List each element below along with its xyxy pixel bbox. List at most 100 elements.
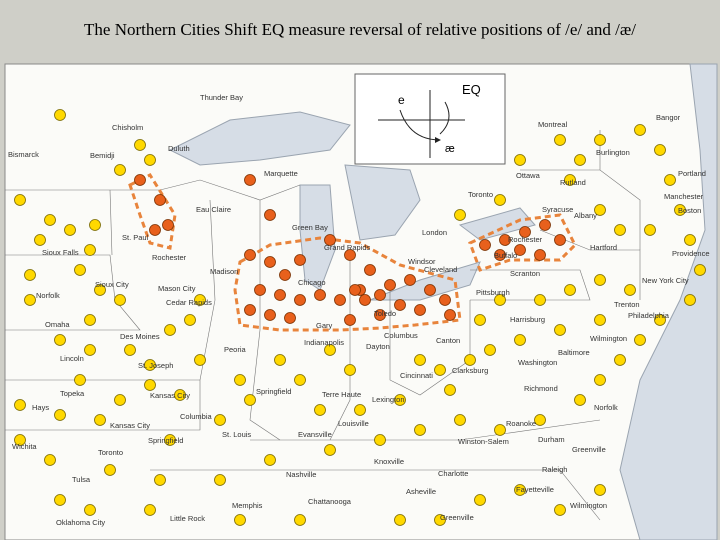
place-label: Eau Claire [196, 205, 231, 214]
survey-point [124, 344, 136, 356]
survey-point [234, 514, 246, 526]
place-label: Duluth [168, 144, 190, 153]
survey-point [114, 394, 126, 406]
place-label: St. Louis [222, 430, 251, 439]
survey-point [574, 394, 586, 406]
place-label: Charlotte [438, 469, 468, 478]
place-label: Cleveland [424, 265, 457, 274]
survey-point [174, 389, 186, 401]
place-label: Nashville [286, 470, 316, 479]
survey-point [454, 414, 466, 426]
place-label: Sioux City [95, 280, 129, 289]
survey-point [634, 334, 646, 346]
place-label: Fayetteville [516, 485, 554, 494]
place-label: Hartford [590, 243, 617, 252]
ncs-point [364, 264, 376, 276]
place-label: Grand Rapids [324, 243, 371, 252]
place-label: Greenville [572, 445, 606, 454]
place-label: Toledo [374, 309, 396, 318]
place-label: Bemidji [90, 151, 115, 160]
survey-point [244, 394, 256, 406]
place-label: New York City [642, 276, 689, 285]
place-label: Boston [678, 206, 701, 215]
place-label: Little Rock [170, 514, 205, 523]
survey-point [674, 204, 686, 216]
survey-point [594, 314, 606, 326]
place-label: Wilmington [590, 334, 627, 343]
ncs-point [499, 234, 511, 246]
place-label: London [422, 228, 447, 237]
survey-point [194, 294, 206, 306]
survey-point [594, 134, 606, 146]
ncs-point [314, 289, 326, 301]
ncs-point [439, 294, 451, 306]
survey-point [94, 414, 106, 426]
survey-point [554, 134, 566, 146]
survey-point [134, 139, 146, 151]
survey-point [684, 294, 696, 306]
survey-point [554, 504, 566, 516]
survey-point [314, 404, 326, 416]
place-label: Philadelphia [628, 311, 670, 320]
survey-point [54, 334, 66, 346]
place-label: Chattanooga [308, 497, 352, 506]
survey-point [324, 344, 336, 356]
place-label: Madison [210, 267, 238, 276]
place-label: Bismarck [8, 150, 39, 159]
place-label: Canton [436, 336, 460, 345]
place-label: Buffalo [494, 251, 517, 260]
ncs-point [394, 299, 406, 311]
place-label: Mason City [158, 284, 196, 293]
legend: e EQ æ [354, 73, 506, 165]
survey-point [664, 174, 676, 186]
survey-point [394, 394, 406, 406]
survey-point [434, 364, 446, 376]
ncs-point [514, 244, 526, 256]
ncs-point [162, 219, 174, 231]
survey-point [14, 434, 26, 446]
ncs-point [384, 279, 396, 291]
ncs-point [149, 224, 161, 236]
ncs-point [494, 249, 506, 261]
survey-point [44, 454, 56, 466]
survey-point [144, 359, 156, 371]
survey-point [614, 354, 626, 366]
place-label: Chicago [298, 278, 326, 287]
place-label: Trenton [614, 300, 640, 309]
place-label: Windsor [408, 257, 436, 266]
place-label: Bangor [656, 113, 681, 122]
place-label: Winston-Salem [458, 437, 509, 446]
survey-point [54, 494, 66, 506]
survey-point [104, 464, 116, 476]
survey-point [84, 504, 96, 516]
survey-point [214, 474, 226, 486]
place-label: Scranton [510, 269, 540, 278]
survey-point [594, 274, 606, 286]
survey-point [184, 314, 196, 326]
place-label: Toronto [468, 190, 493, 199]
ncs-point [244, 249, 256, 261]
survey-point [594, 204, 606, 216]
ncs-point [374, 309, 386, 321]
ncs-point [519, 226, 531, 238]
place-label: Sioux Falls [42, 248, 79, 257]
place-label: Lincoln [60, 354, 84, 363]
place-label: Louisville [338, 419, 369, 428]
place-label: Omaha [45, 320, 70, 329]
place-label: Harrisburg [510, 315, 545, 324]
survey-point [24, 294, 36, 306]
place-label: Gary [316, 321, 333, 330]
place-label: Roanoke [506, 419, 536, 428]
place-label: Burlington [596, 148, 630, 157]
place-label: Wilmington [570, 501, 607, 510]
place-label: Greenville [440, 513, 474, 522]
survey-point [494, 194, 506, 206]
place-label: Rochester [508, 235, 543, 244]
survey-point [294, 514, 306, 526]
survey-point [654, 144, 666, 156]
survey-point [24, 269, 36, 281]
place-label: Albany [574, 211, 597, 220]
survey-point [214, 414, 226, 426]
survey-point [494, 424, 506, 436]
